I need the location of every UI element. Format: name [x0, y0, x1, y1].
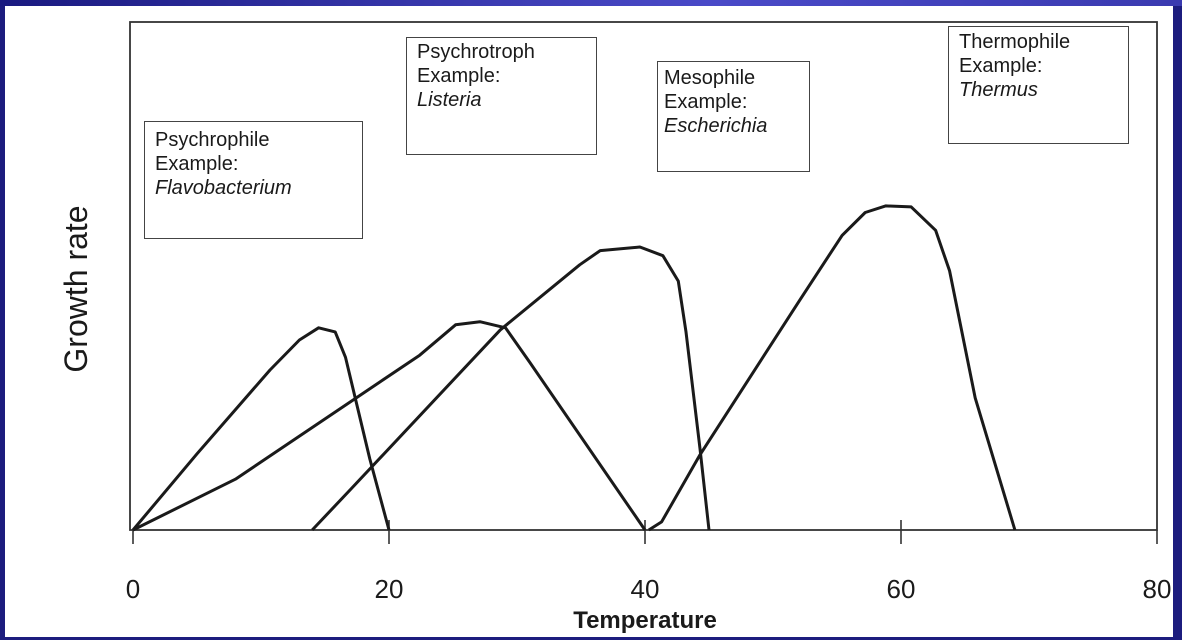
top-border-bar: [0, 0, 1182, 6]
y-axis-label: Growth rate: [58, 205, 94, 372]
example-organism: Thermus: [959, 79, 1038, 101]
series-name: Psychrophile: [155, 129, 270, 151]
label-box-mesophile: Mesophile Example: Escherichia: [657, 61, 810, 172]
example-label: Example:: [664, 91, 748, 113]
series-line-psychrotroph: [132, 320, 647, 532]
x-tick-label: 80: [1143, 574, 1172, 604]
example-label: Example:: [959, 55, 1043, 77]
example-label: Example:: [417, 65, 501, 87]
example-organism: Escherichia: [664, 115, 768, 137]
x-tick-label: 40: [631, 574, 660, 604]
label-box-thermophile: Thermophile Example: Thermus: [948, 26, 1129, 144]
series-line-psychrophile: [131, 326, 391, 531]
series-line-mesophile: [311, 245, 711, 532]
example-label: Example:: [155, 153, 239, 175]
x-axis-label: Temperature: [573, 607, 717, 634]
slide-canvas: 0 20 40 60 80 Temperature Growth rate Psychr…: [5, 6, 1173, 637]
example-organism: Flavobacterium: [155, 177, 292, 199]
label-box-psychrophile: Psychrophile Example: Flavobacterium: [144, 121, 363, 239]
series-name: Psychrotroph: [417, 41, 535, 63]
label-box-psychrotroph: Psychrotroph Example: Listeria: [406, 37, 597, 155]
example-organism: Listeria: [417, 89, 482, 111]
series-name: Thermophile: [959, 31, 1071, 53]
x-tick-label: 0: [126, 574, 140, 604]
series-name: Mesophile: [664, 67, 756, 89]
x-tick-label: 60: [887, 574, 916, 604]
series-line-thermophile: [647, 204, 1017, 532]
x-tick-label: 20: [375, 574, 404, 604]
growth-rate-chart: 0 20 40 60 80 Temperature Growth rate: [58, 21, 1172, 634]
